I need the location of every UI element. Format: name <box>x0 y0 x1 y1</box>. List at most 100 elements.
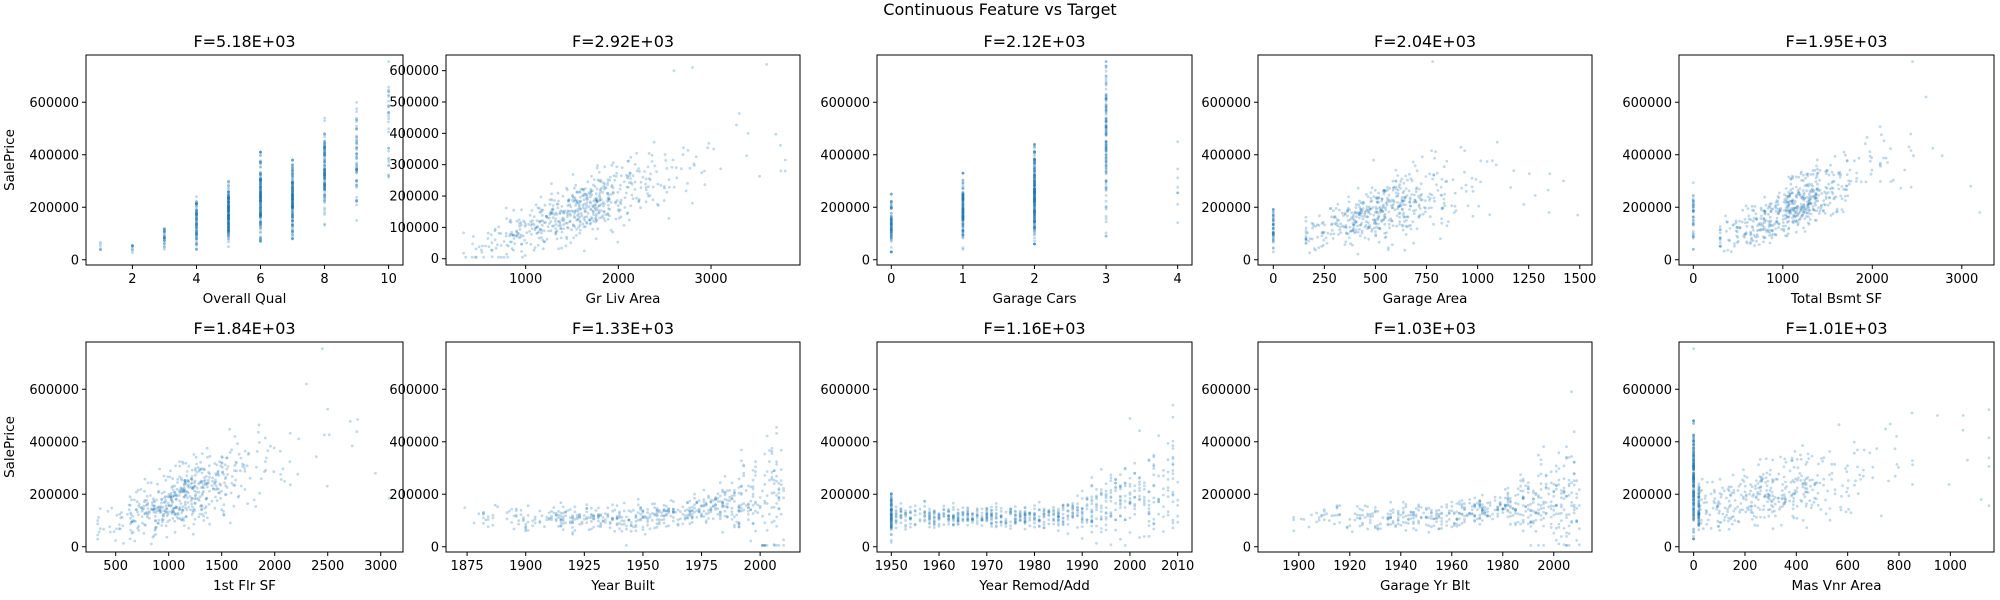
data-point <box>559 524 563 528</box>
data-point <box>730 506 734 510</box>
data-point <box>178 499 182 503</box>
x-tick-label: 3000 <box>364 559 397 574</box>
data-point <box>163 233 166 237</box>
data-point <box>195 222 198 226</box>
data-point <box>297 437 301 441</box>
data-point <box>129 528 133 532</box>
data-point <box>629 521 633 524</box>
data-point <box>923 519 927 523</box>
data-point <box>291 207 294 211</box>
data-point <box>173 530 177 534</box>
data-point <box>1138 483 1141 486</box>
data-point <box>259 181 262 184</box>
data-point <box>1748 242 1752 246</box>
data-point <box>227 221 230 224</box>
data-point <box>676 508 680 512</box>
data-point <box>779 512 783 516</box>
data-point <box>163 230 166 234</box>
data-point <box>651 185 655 189</box>
data-point <box>259 195 262 199</box>
data-point <box>355 195 358 199</box>
data-point <box>180 478 184 482</box>
data-point <box>227 214 230 218</box>
data-point <box>730 494 734 498</box>
data-point <box>163 238 166 242</box>
data-point <box>259 210 262 214</box>
data-point <box>894 526 898 530</box>
data-point <box>323 146 326 150</box>
data-point <box>650 153 654 157</box>
data-point <box>1799 172 1803 176</box>
data-point <box>723 514 727 518</box>
data-point <box>749 499 753 503</box>
data-point <box>1104 482 1108 485</box>
data-point <box>1372 158 1375 162</box>
data-point <box>175 487 179 491</box>
data-point <box>259 192 262 196</box>
data-point <box>161 506 165 509</box>
data-point <box>1271 250 1275 254</box>
data-point <box>1176 191 1180 195</box>
data-point <box>782 544 785 547</box>
data-point <box>1533 194 1537 197</box>
data-point <box>291 213 294 217</box>
data-point <box>189 482 193 486</box>
data-point <box>259 182 262 186</box>
data-point <box>721 505 724 509</box>
data-point <box>227 209 230 213</box>
data-point <box>96 522 100 526</box>
data-point <box>1691 222 1695 226</box>
data-point <box>576 210 580 213</box>
data-point <box>1395 195 1398 198</box>
data-point <box>644 177 648 181</box>
data-point <box>571 173 575 176</box>
data-point <box>236 442 240 445</box>
data-point <box>227 200 230 204</box>
data-point <box>777 488 781 492</box>
data-point <box>628 174 631 178</box>
data-point <box>259 199 262 203</box>
data-point <box>259 160 262 164</box>
data-point <box>1819 207 1823 210</box>
data-point <box>1477 204 1480 208</box>
data-point <box>1802 226 1805 230</box>
data-point <box>1777 226 1780 229</box>
y-tick-label: 200000 <box>29 201 79 216</box>
data-point <box>259 219 262 223</box>
data-point <box>1377 240 1381 244</box>
x-tick-label: 0 <box>887 272 895 287</box>
data-point <box>737 477 741 481</box>
data-point <box>1271 211 1275 215</box>
data-point <box>1797 175 1801 179</box>
data-point <box>102 527 105 531</box>
data-point <box>550 192 553 196</box>
data-point <box>151 535 155 539</box>
data-point <box>227 229 230 233</box>
data-point <box>259 212 262 216</box>
data-point <box>1826 203 1830 207</box>
data-point <box>1763 195 1766 199</box>
data-point <box>227 223 230 227</box>
data-point <box>1383 231 1387 235</box>
data-point <box>259 215 262 219</box>
data-point <box>1726 248 1730 252</box>
data-point <box>207 481 210 485</box>
data-point <box>195 226 198 230</box>
data-point <box>462 231 465 235</box>
data-point <box>259 188 262 192</box>
data-point <box>1430 206 1433 210</box>
data-point <box>1798 217 1802 221</box>
data-point <box>942 523 946 527</box>
data-point <box>531 524 535 528</box>
data-point <box>195 243 198 247</box>
data-point <box>504 234 508 238</box>
data-point <box>227 222 230 225</box>
data-point <box>571 526 574 529</box>
data-point <box>227 193 230 197</box>
data-point <box>1399 180 1403 183</box>
data-point <box>1762 240 1765 244</box>
data-point <box>1912 154 1915 158</box>
data-point <box>259 201 262 205</box>
data-point <box>195 470 199 474</box>
data-point <box>770 491 774 495</box>
